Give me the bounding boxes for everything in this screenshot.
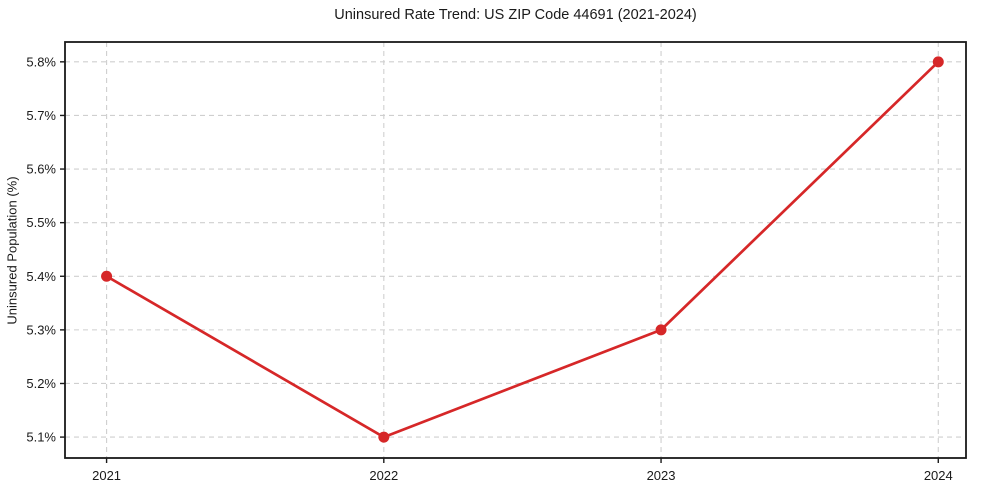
y-tick-label: 5.2% xyxy=(26,376,56,391)
y-tick-label: 5.7% xyxy=(26,108,56,123)
x-tick-label: 2021 xyxy=(92,468,121,483)
data-point xyxy=(101,270,113,282)
data-point xyxy=(932,56,944,68)
y-tick-label: 5.8% xyxy=(26,54,56,69)
chart-title: Uninsured Rate Trend: US ZIP Code 44691 … xyxy=(334,7,697,23)
x-tick-label: 2024 xyxy=(924,468,953,483)
y-tick-label: 5.5% xyxy=(26,215,56,230)
plot-border xyxy=(64,41,967,459)
x-tick-label: 2022 xyxy=(369,468,398,483)
data-point xyxy=(655,324,667,336)
trend-line xyxy=(105,60,940,439)
y-tick-label: 5.6% xyxy=(26,162,56,177)
x-tick-label: 2023 xyxy=(647,468,676,483)
y-tick-label: 5.3% xyxy=(26,322,56,337)
data-point xyxy=(378,431,390,443)
y-tick-label: 5.1% xyxy=(26,430,56,445)
y-tick-label: 5.4% xyxy=(26,269,56,284)
y-axis-label: Uninsured Population (%) xyxy=(4,176,20,325)
